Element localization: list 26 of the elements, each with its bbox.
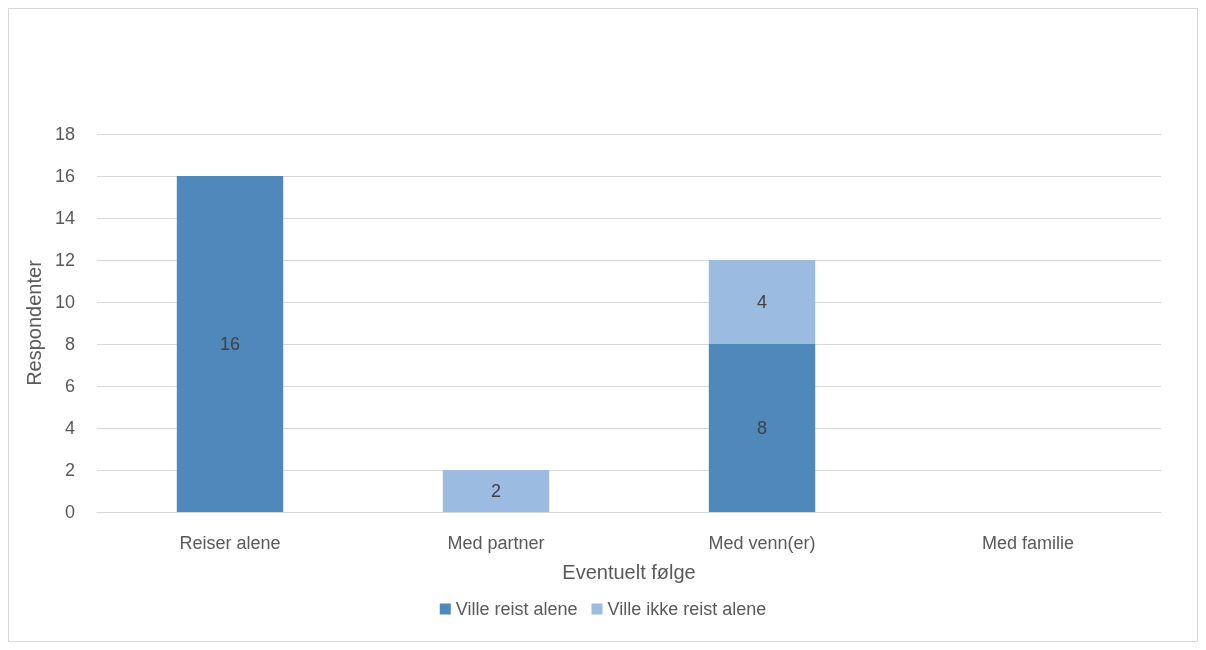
y-tick-label: 2 [64, 460, 75, 480]
bar [708, 260, 816, 344]
legend-label: Ville ikke reist alene [607, 599, 767, 619]
y-tick-label: 14 [54, 208, 75, 228]
y-tick-label: 8 [64, 334, 75, 354]
y-tick-label: 10 [54, 292, 75, 312]
data-label: 4 [756, 292, 768, 312]
x-tick-label: Reiser alene [179, 533, 281, 553]
x-axis-title: Eventuelt følge [562, 561, 696, 583]
bar [442, 470, 550, 512]
y-tick-label: 0 [64, 502, 75, 522]
data-label: 8 [756, 418, 768, 438]
x-tick-label: Med familie [981, 533, 1075, 553]
legend-label: Ville reist alene [455, 599, 578, 619]
y-axis-title: Respondenter [23, 259, 46, 386]
x-tick-label: Med venn(er) [708, 533, 816, 553]
y-tick-label: 4 [64, 418, 75, 438]
y-tick-label: 6 [64, 376, 75, 396]
x-tick-label: Med partner [447, 533, 545, 553]
y-tick-label: 18 [54, 124, 75, 144]
bar [708, 344, 816, 512]
y-tick-label: 12 [54, 250, 75, 270]
data-label: 16 [219, 334, 241, 354]
data-label: 2 [490, 481, 502, 501]
y-tick-label: 16 [54, 166, 75, 186]
bar [176, 176, 284, 512]
